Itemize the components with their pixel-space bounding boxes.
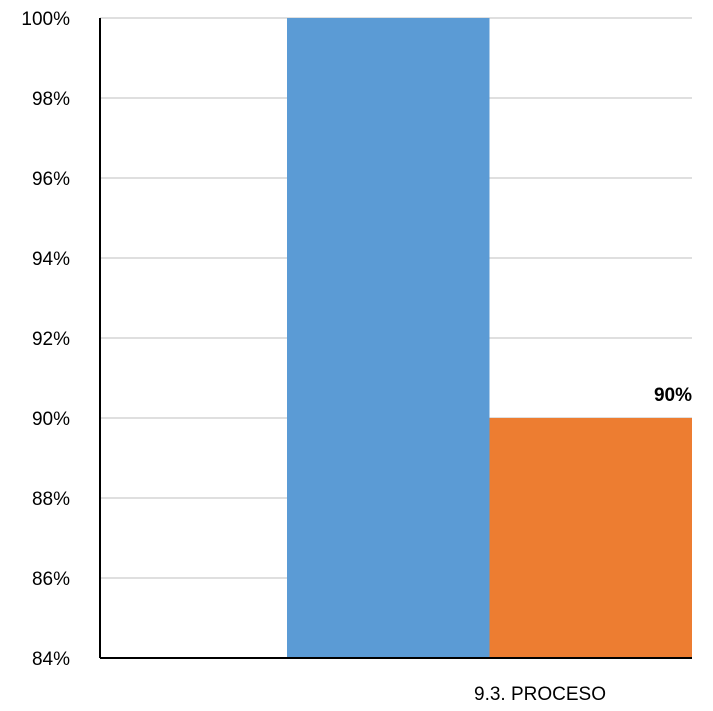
y-tick-label: 86% [32,569,70,590]
y-tick-label: 94% [32,249,70,270]
data-labels: 90% [654,385,692,406]
y-tick-label: 84% [32,649,70,670]
y-tick-label: 98% [32,89,70,110]
y-tick-label: 100% [21,9,70,30]
axes [99,18,692,659]
y-tick-label: 90% [32,409,70,430]
y-tick-label: 88% [32,489,70,510]
y-tick-labels: 84% 86% 88% 90% 92% 94% 96% 98% 100% [21,9,70,670]
y-tick-label: 96% [32,169,70,190]
category-label: 9.3. PROCESO [474,684,606,705]
bar-series-2 [489,418,692,658]
bar-series-1 [287,18,490,658]
bars [287,18,692,658]
category-labels: 9.3. PROCESO [474,684,606,705]
data-label-series-2: 90% [654,385,692,406]
y-tick-label: 92% [32,329,70,350]
